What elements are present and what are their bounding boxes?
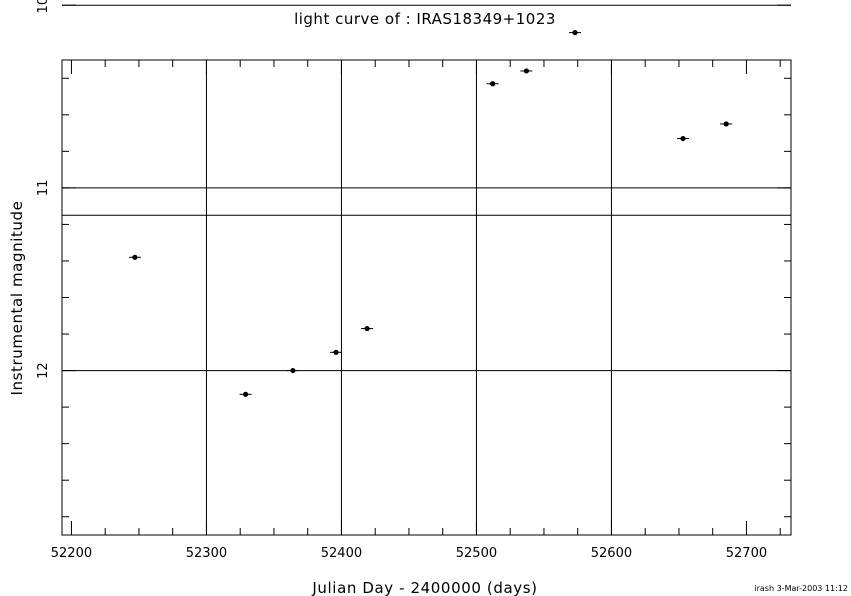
data-point <box>128 254 141 260</box>
chart-title: light curve of : IRAS18349+1023 <box>294 10 556 28</box>
data-point <box>361 325 374 332</box>
footer-timestamp: irash 3-Mar-2003 11:12 <box>754 584 848 593</box>
point-marker <box>490 81 496 87</box>
x-tick-labels: 52200 52300 52400 52500 52600 52700 <box>51 546 767 561</box>
x-tick-label: 52200 <box>51 546 92 561</box>
point-marker <box>132 254 138 260</box>
y-tick-label: 10 <box>36 0 51 13</box>
point-marker <box>333 349 339 355</box>
y-tick-label: 11 <box>36 180 51 197</box>
data-point <box>520 68 533 74</box>
grid-lines <box>62 4 791 535</box>
data-point <box>677 135 689 142</box>
data-point <box>569 29 581 36</box>
axis-ticks <box>62 4 791 535</box>
point-marker <box>290 367 296 374</box>
y-tick-labels: 10 11 12 <box>36 0 51 379</box>
y-tick-label: 12 <box>36 362 51 379</box>
point-marker <box>523 68 530 74</box>
point-marker <box>680 135 686 142</box>
x-tick-label: 52400 <box>321 546 362 561</box>
data-point <box>720 121 733 127</box>
data-point <box>286 367 299 374</box>
data-point <box>239 391 252 397</box>
x-axis-label: Julian Day - 2400000 (days) <box>311 579 537 596</box>
point-marker <box>364 325 370 332</box>
x-tick-label: 52500 <box>456 546 497 561</box>
x-tick-label: 52700 <box>726 546 767 561</box>
point-marker <box>572 29 578 36</box>
point-marker <box>723 121 729 127</box>
y-axis-label: Instrumental magnitude <box>8 201 26 396</box>
data-points <box>128 29 733 397</box>
x-tick-label: 52600 <box>591 546 632 561</box>
x-tick-label: 52300 <box>186 546 227 561</box>
point-marker <box>243 391 249 397</box>
data-point <box>486 81 499 87</box>
plot-frame <box>61 59 792 536</box>
data-point <box>330 349 343 355</box>
